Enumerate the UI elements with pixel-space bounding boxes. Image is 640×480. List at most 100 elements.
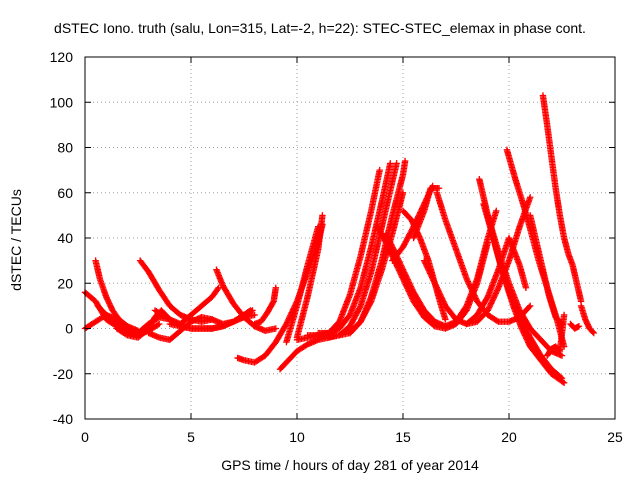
data-point xyxy=(491,293,498,300)
data-series xyxy=(325,160,400,341)
data-point xyxy=(589,328,596,336)
data-point xyxy=(385,244,392,252)
data-series xyxy=(276,332,339,373)
data-point xyxy=(407,283,415,290)
data-point xyxy=(494,285,501,293)
data-point xyxy=(400,267,407,275)
data-point xyxy=(421,258,429,266)
data-point xyxy=(393,160,400,167)
data-point xyxy=(387,160,394,167)
y-tick-label: -20 xyxy=(53,366,73,382)
data-point xyxy=(403,273,410,280)
data-point xyxy=(438,295,446,303)
y-tick-label: 100 xyxy=(50,94,74,110)
y-tick-label: 60 xyxy=(57,185,73,201)
data-point xyxy=(524,337,531,345)
data-point xyxy=(464,278,472,285)
data-point xyxy=(396,268,403,275)
data-point xyxy=(465,279,472,287)
data-point xyxy=(560,379,568,386)
data-series xyxy=(410,185,443,242)
data-series xyxy=(463,234,530,328)
data-point xyxy=(469,288,476,295)
data-point xyxy=(399,189,407,196)
data-point xyxy=(432,281,439,288)
data-point xyxy=(407,282,414,289)
data-point xyxy=(154,321,162,329)
data-series xyxy=(213,266,279,334)
data-point xyxy=(421,257,428,264)
data-point xyxy=(388,242,396,250)
data-point xyxy=(249,307,256,314)
data-point xyxy=(560,311,568,319)
data-series xyxy=(543,311,568,359)
data-point xyxy=(390,246,398,254)
data-point xyxy=(439,297,446,304)
data-point xyxy=(523,335,530,342)
data-point xyxy=(519,326,526,334)
data-point xyxy=(467,284,474,291)
data-point xyxy=(384,242,391,249)
data-point xyxy=(384,233,391,240)
data-point xyxy=(319,212,326,219)
data-point xyxy=(405,277,412,285)
data-point xyxy=(404,276,411,283)
data-point xyxy=(434,287,442,294)
data-point xyxy=(386,237,393,244)
y-tick-label: 0 xyxy=(65,321,73,337)
data-point xyxy=(424,264,431,271)
data-point xyxy=(409,286,416,293)
data-point xyxy=(272,284,279,291)
data-series xyxy=(92,257,142,334)
data-point xyxy=(393,261,400,269)
data-point xyxy=(428,274,436,281)
data-point xyxy=(436,291,444,298)
data-point xyxy=(401,157,409,165)
data-point xyxy=(525,303,533,311)
data-point xyxy=(484,307,491,314)
data-point xyxy=(396,259,403,266)
y-tick-label: 20 xyxy=(57,275,73,291)
data-point xyxy=(424,265,432,273)
data-point xyxy=(367,299,374,306)
grid-lines xyxy=(85,57,615,419)
data-point xyxy=(422,260,429,267)
data-point xyxy=(397,262,405,269)
data-point xyxy=(406,280,413,288)
data-point xyxy=(426,270,434,277)
data-point xyxy=(520,329,527,336)
data-point xyxy=(402,272,409,279)
data-point xyxy=(399,265,406,272)
data-point xyxy=(376,166,383,174)
data-point xyxy=(356,304,364,311)
axis-ticks: 0 5 10 15 20 25 -40 -20 0 20 40 60 80 100 120 xyxy=(50,49,623,445)
data-point xyxy=(434,285,441,293)
data-point xyxy=(493,207,500,215)
data-point xyxy=(122,331,130,338)
data-point xyxy=(519,328,527,335)
data-series xyxy=(251,284,279,328)
x-tick-label: 10 xyxy=(289,429,305,445)
data-point xyxy=(468,286,476,294)
data-point xyxy=(438,294,445,301)
y-tick-label: 120 xyxy=(50,49,74,65)
data-point xyxy=(470,289,477,297)
data-point xyxy=(435,288,442,295)
data-point xyxy=(527,302,534,310)
data-point xyxy=(399,266,407,273)
x-tick-label: 0 xyxy=(81,429,89,445)
data-point xyxy=(388,250,395,257)
data-point xyxy=(392,260,400,267)
data-point xyxy=(387,240,394,247)
data-point xyxy=(272,325,279,332)
data-point xyxy=(525,340,533,348)
data-point xyxy=(436,289,443,297)
x-tick-label: 15 xyxy=(395,429,411,445)
y-tick-label: -40 xyxy=(53,411,73,427)
data-point xyxy=(387,249,394,256)
data-point xyxy=(435,185,443,192)
data-point xyxy=(395,258,403,265)
data-point xyxy=(485,304,493,311)
data-point xyxy=(430,277,437,284)
data-series xyxy=(527,212,566,328)
